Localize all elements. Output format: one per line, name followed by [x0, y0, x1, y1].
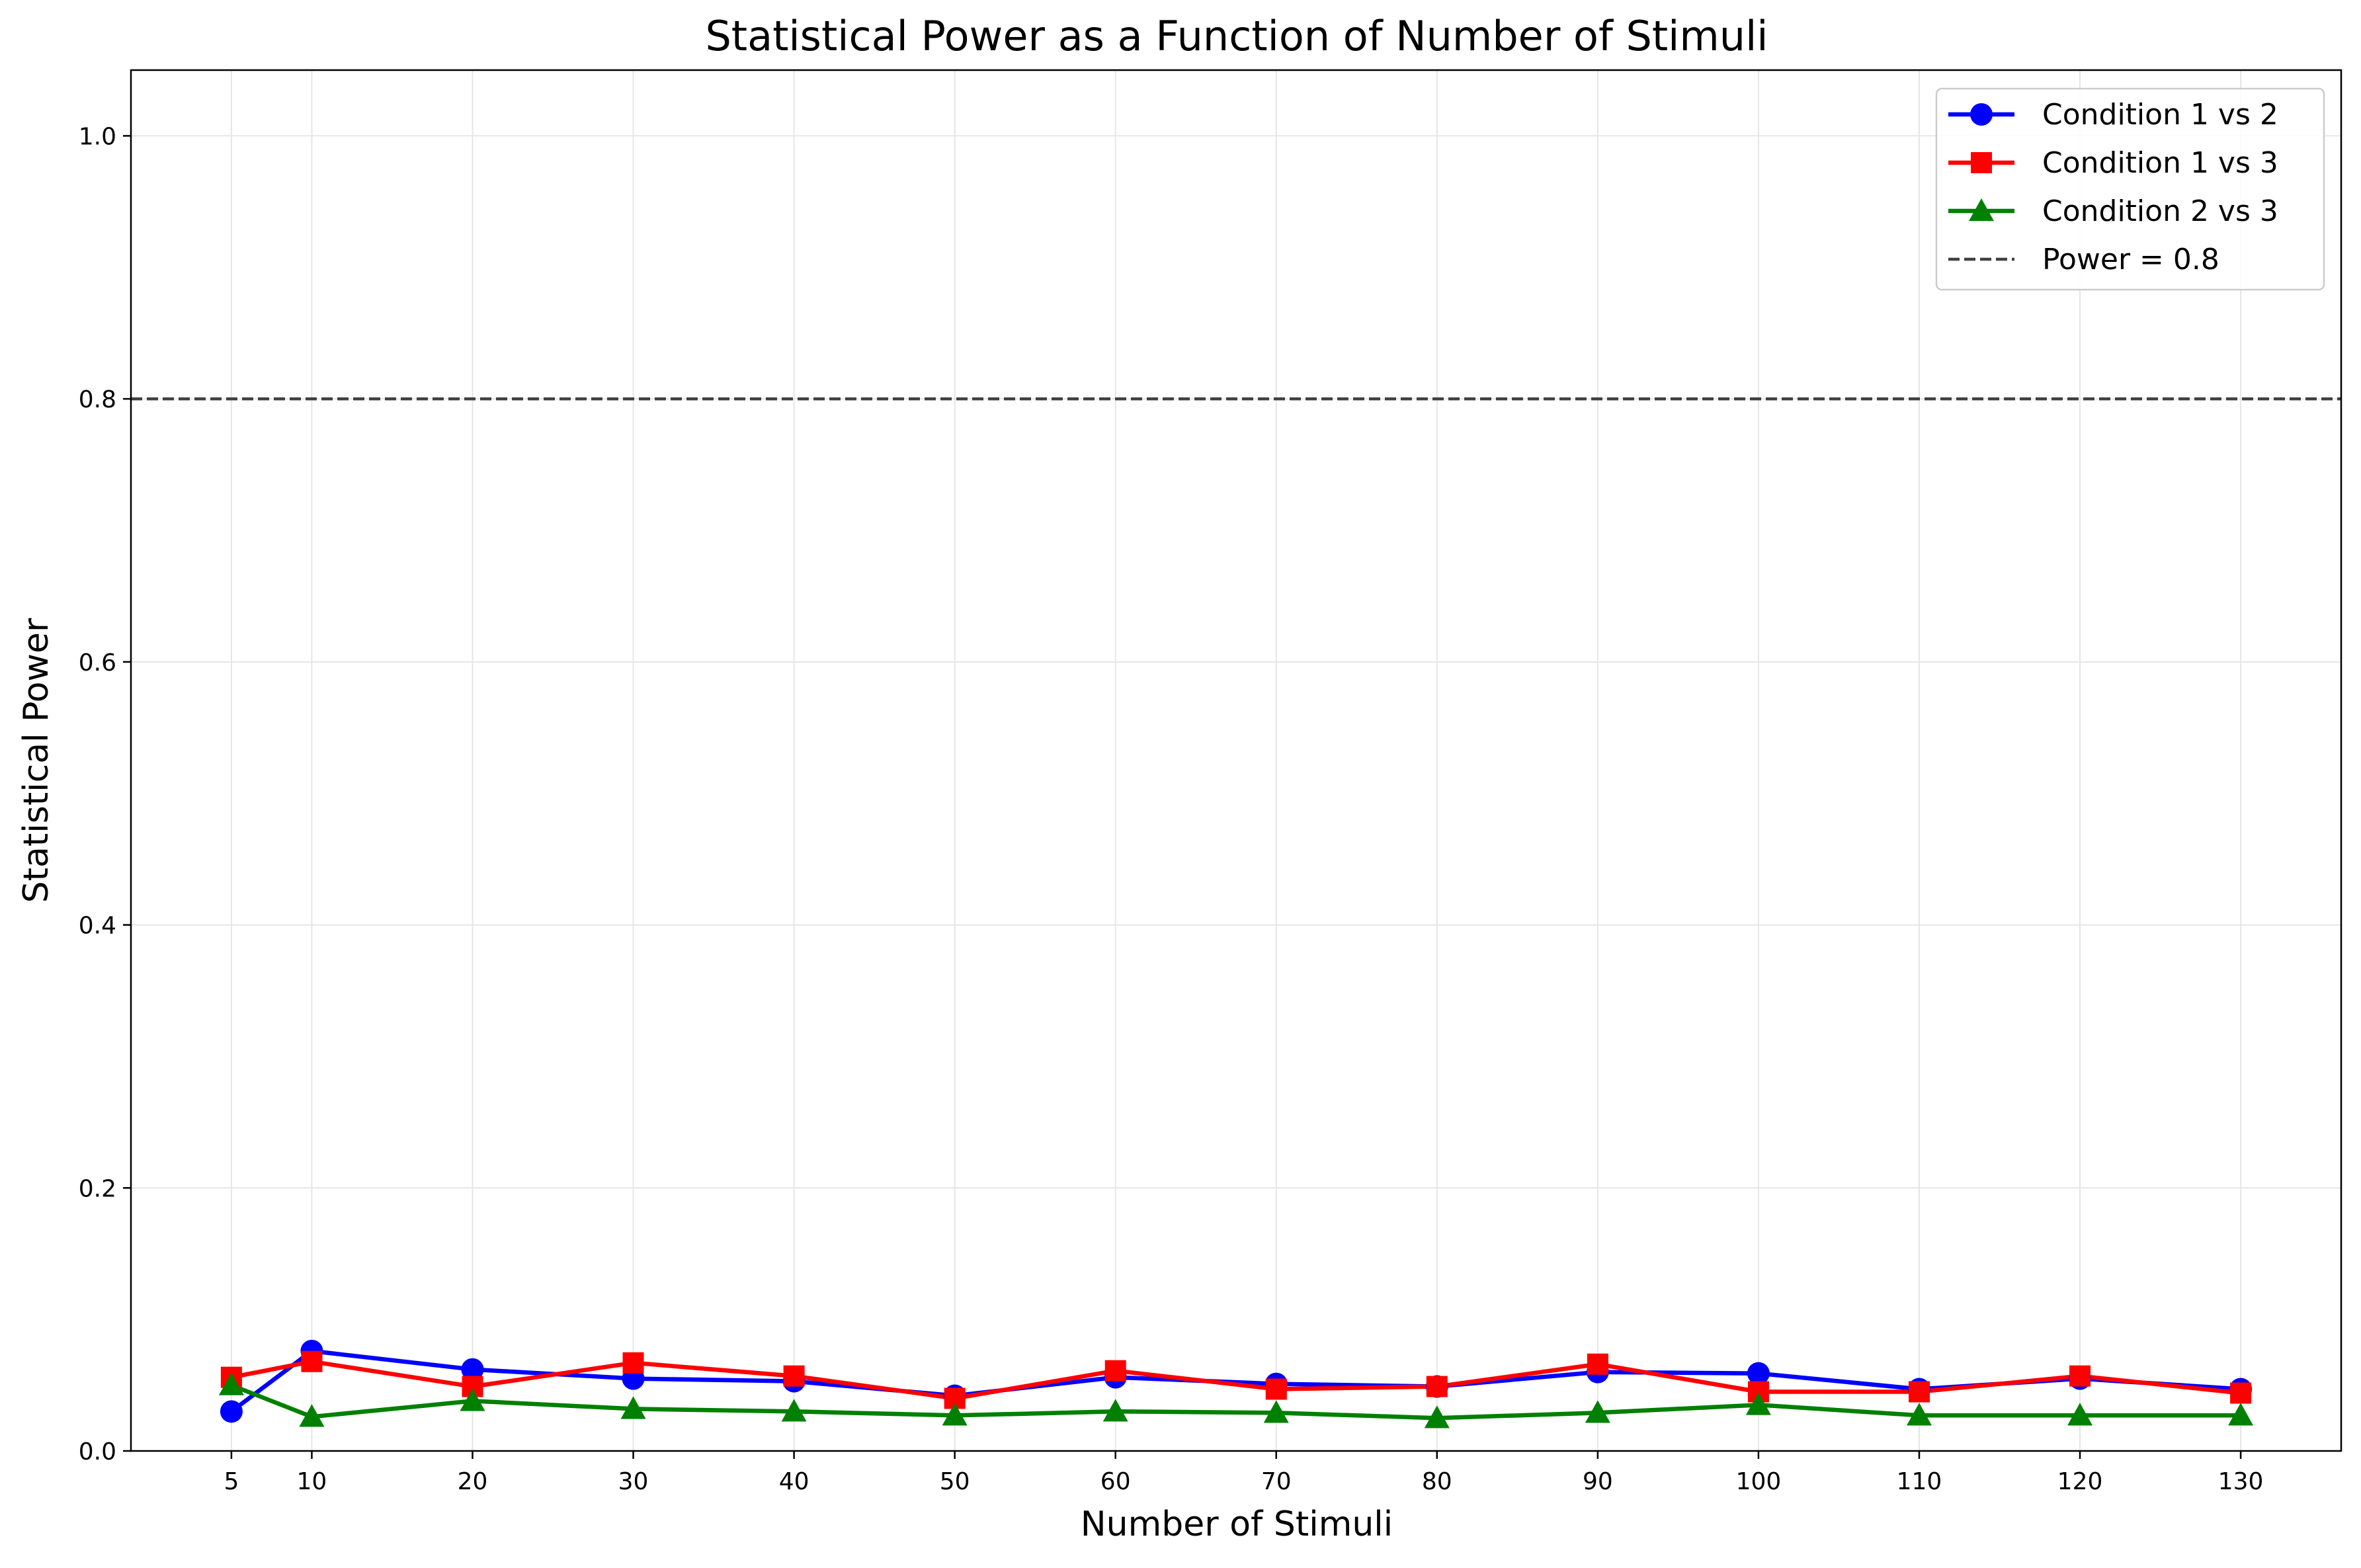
data-point-square	[1426, 1376, 1448, 1397]
x-tick-label: 10	[297, 1468, 327, 1495]
x-tick-label: 100	[1736, 1468, 1782, 1495]
x-tick-label: 70	[1261, 1468, 1292, 1495]
x-tick-label: 60	[1100, 1468, 1131, 1495]
legend-box	[1935, 87, 2325, 291]
data-point-triangle	[620, 1396, 646, 1419]
data-point-square	[1587, 1353, 1608, 1375]
x-tick-label: 90	[1583, 1468, 1613, 1495]
y-axis-label: Statistical Power	[17, 618, 56, 903]
x-tick-label: 30	[618, 1468, 649, 1495]
data-point-triangle	[1585, 1400, 1610, 1423]
x-tick-label: 5	[224, 1468, 239, 1495]
y-tick-label: 0.6	[79, 649, 116, 677]
x-tick-label: 130	[2218, 1468, 2264, 1495]
x-tick-label: 40	[779, 1468, 809, 1495]
data-point-triangle	[2067, 1403, 2093, 1426]
y-tick-label: 1.0	[79, 123, 116, 150]
data-point-triangle	[942, 1403, 968, 1426]
data-point-triangle	[781, 1399, 807, 1422]
series-line-2	[231, 1359, 2241, 1401]
y-tick-label: 0.2	[79, 1175, 116, 1202]
chart-title: Statistical Power as a Function of Numbe…	[705, 12, 1768, 60]
data-point-circle	[220, 1400, 243, 1423]
data-point-triangle	[1102, 1399, 1128, 1422]
data-point-square	[622, 1352, 644, 1374]
data-point-triangle	[1424, 1405, 1450, 1428]
plot-area: 5 10 20 30 40 50 60 70 80 90 100 110 120 130 0.0 0.2 0.4…	[79, 69, 2342, 1495]
y-tick-label: 0.4	[79, 913, 116, 940]
data-point-triangle	[299, 1404, 325, 1427]
data-point-square	[2069, 1365, 2091, 1387]
x-axis-label: Number of Stimuli	[1081, 1505, 1393, 1544]
legend-marker-triangle	[1969, 198, 1994, 222]
x-tick-label: 50	[940, 1468, 970, 1495]
x-tick-label: 20	[458, 1468, 488, 1495]
data-point-triangle	[1906, 1403, 1932, 1426]
data-point-triangle	[460, 1388, 485, 1411]
y-tick-label: 0.8	[79, 386, 116, 413]
legend-marker-circle	[1970, 103, 1993, 126]
data-point-square	[783, 1365, 805, 1387]
data-point-square	[2230, 1382, 2252, 1404]
x-tick-label: 110	[1897, 1468, 1942, 1495]
data-point-triangle	[1263, 1400, 1289, 1423]
data-point-circle	[461, 1358, 484, 1381]
data-point-square	[1104, 1360, 1126, 1382]
x-tick-label: 80	[1422, 1468, 1452, 1495]
y-tick-label: 0.0	[79, 1438, 116, 1465]
data-point-square	[1908, 1381, 1930, 1403]
data-point-square	[1265, 1378, 1287, 1400]
data-point-triangle	[218, 1372, 244, 1395]
data-point-circle	[1747, 1362, 1770, 1385]
legend-entry-label: Power = 0.8	[2042, 243, 2219, 276]
legend-entry-label: Condition 1 vs 3	[2042, 146, 2278, 180]
data-point-triangle	[2228, 1403, 2254, 1426]
legend-entry-label: Condition 2 vs 3	[2042, 194, 2278, 228]
x-tick-label: 120	[2057, 1468, 2103, 1495]
series-line-3	[230, 1383, 2241, 1421]
data-point-triangle	[1745, 1392, 1771, 1415]
legend-marker-square	[1971, 152, 1992, 173]
plot-frame	[130, 69, 2342, 1452]
data-point-square	[301, 1350, 323, 1372]
legend-entry-label: Condition 1 vs 2	[2042, 98, 2278, 132]
